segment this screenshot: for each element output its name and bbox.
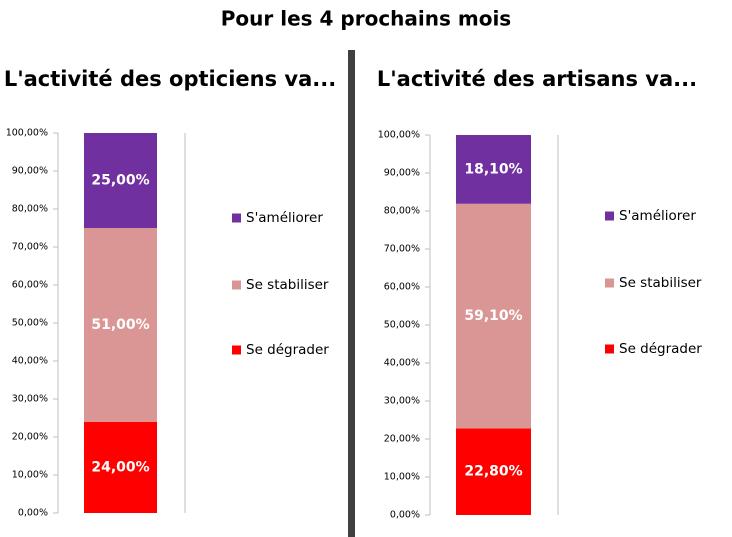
legend-label: S'améliorer: [619, 208, 696, 224]
y-tick-label: 50,00%: [12, 318, 48, 329]
page-title: Pour les 4 prochains mois: [221, 7, 511, 31]
data-label: 24,00%: [91, 459, 149, 475]
y-tick-label: 0,00%: [390, 510, 420, 521]
bar-segment: [456, 135, 531, 204]
y-tick-label: 80,00%: [384, 206, 420, 217]
legend-swatch: [605, 211, 614, 221]
y-tick-label: 10,00%: [384, 472, 420, 483]
y-tick-label: 100,00%: [378, 130, 420, 141]
y-tick-label: 60,00%: [384, 282, 420, 293]
data-label: 59,10%: [464, 308, 522, 324]
y-tick-label: 80,00%: [12, 204, 48, 215]
y-tick-label: 60,00%: [12, 280, 48, 291]
legend-swatch: [232, 280, 241, 290]
y-tick-label: 30,00%: [384, 396, 420, 407]
y-tick-label: 90,00%: [384, 168, 420, 179]
chart-title: L'activité des opticiens va...: [4, 67, 336, 91]
data-label: 22,80%: [464, 464, 522, 480]
y-tick-label: 20,00%: [384, 434, 420, 445]
y-tick-label: 40,00%: [12, 356, 48, 367]
legend-swatch: [605, 344, 614, 354]
y-tick-label: 90,00%: [12, 166, 48, 177]
bar-segment: [456, 428, 531, 515]
legend-label: Se dégrader: [246, 342, 329, 358]
legend-label: Se dégrader: [619, 341, 702, 357]
legend-label: Se stabiliser: [619, 275, 702, 291]
y-tick-label: 70,00%: [384, 244, 420, 255]
chart-title: L'activité des artisans va...: [377, 67, 697, 91]
bar-segment: [84, 421, 157, 513]
bar-segment: [456, 203, 531, 429]
bar-segment: [84, 228, 157, 422]
data-label: 51,00%: [91, 317, 149, 333]
y-tick-label: 70,00%: [12, 242, 48, 253]
y-tick-label: 40,00%: [384, 358, 420, 369]
legend-label: S'améliorer: [246, 210, 323, 226]
legend-label: Se stabiliser: [246, 277, 329, 293]
y-tick-label: 10,00%: [12, 470, 48, 481]
legend-swatch: [605, 278, 614, 288]
legend-swatch: [232, 213, 241, 223]
y-tick-label: 50,00%: [384, 320, 420, 331]
bar-segment: [84, 133, 157, 228]
y-tick-label: 100,00%: [6, 128, 48, 139]
y-tick-label: 20,00%: [12, 432, 48, 443]
data-label: 18,10%: [464, 161, 522, 177]
y-tick-label: 0,00%: [18, 508, 48, 519]
divider: [348, 50, 355, 537]
y-tick-label: 30,00%: [12, 394, 48, 405]
data-label: 25,00%: [91, 173, 149, 189]
legend-swatch: [232, 345, 241, 355]
